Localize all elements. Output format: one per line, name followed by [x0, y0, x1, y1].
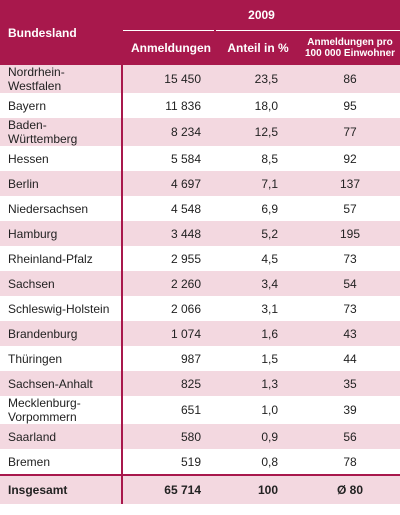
value-cell: 23,5 [215, 65, 300, 93]
value-cell: 987 [180, 351, 201, 366]
value-cell: 6,9 [261, 201, 278, 216]
region-cell: Berlin [0, 171, 123, 196]
value-cell: 5 584 [170, 151, 201, 166]
region-cell: Hessen [0, 146, 123, 171]
value-cell: 2 066 [170, 301, 201, 316]
table-body: Nordrhein-Westfalen 15 450 23,5 86 Bayern 11 … [0, 65, 400, 504]
value-cell: 12,5 [215, 118, 300, 146]
table-row: Brandenburg 1 074 1,6 43 [0, 321, 400, 346]
value-cell: 100 [215, 474, 300, 504]
value-cell: 4,5 [261, 251, 278, 266]
value-cell: 65 714 [122, 474, 215, 504]
table-row: Baden-Württemberg 8 234 12,5 77 [0, 118, 400, 146]
table-row: Saarland 580 0,9 56 [0, 424, 400, 449]
value-cell: 95 [343, 98, 357, 113]
region-cell: Sachsen [0, 271, 123, 296]
region-cell: Bremen [0, 449, 123, 475]
region-cell: Mecklenburg-Vorpommern [0, 396, 123, 424]
value-cell: 137 [300, 171, 400, 196]
region-cell: Bayern [0, 93, 123, 118]
value-cell: 0,8 [261, 454, 278, 469]
region-cell: Baden-Württemberg [0, 118, 123, 146]
header-region: Bundesland [0, 0, 123, 65]
table-row: Berlin 4 697 7,1 137 [0, 171, 400, 196]
region-cell: Brandenburg [0, 321, 123, 346]
value-cell: 8,5 [261, 151, 278, 166]
value-cell: 73 [343, 251, 357, 266]
region-cell: Insgesamt [0, 474, 123, 504]
table-row: Sachsen-Anhalt 825 1,3 35 [0, 371, 400, 396]
region-cell: Niedersachsen [0, 196, 123, 221]
table-row: Schleswig-Holstein 2 066 3,1 73 [0, 296, 400, 321]
value-cell: 3 448 [122, 221, 215, 246]
value-cell: 43 [300, 321, 400, 346]
value-cell: 77 [300, 118, 400, 146]
value-cell: 7,1 [215, 171, 300, 196]
value-cell: 92 [343, 151, 357, 166]
value-cell: 56 [300, 424, 400, 449]
region-cell: Hamburg [0, 221, 123, 246]
table-row: Mecklenburg-Vorpommern 651 1,0 39 [0, 396, 400, 424]
value-cell: 1,5 [261, 351, 278, 366]
header-year: 2009 [122, 0, 400, 31]
table-row: Thüringen 987 1,5 44 [0, 346, 400, 371]
value-cell: 11 836 [165, 98, 201, 113]
data-table: Bundesland 2009 Anmeldungen Anteil in % … [0, 0, 400, 504]
region-cell: Thüringen [0, 346, 123, 371]
region-cell: Sachsen-Anhalt [0, 371, 123, 396]
table-row: Insgesamt 65 714 100 Ø 80 [0, 474, 400, 504]
header-column: Anteil in % [215, 30, 300, 65]
header-column: Anmeldungen pro 100 000 Einwohner [300, 30, 400, 65]
value-cell: 54 [300, 271, 400, 296]
value-cell: 73 [343, 301, 357, 316]
value-cell: 195 [300, 221, 400, 246]
table-row: Bremen 519 0,8 78 [0, 449, 400, 475]
table-row: Hamburg 3 448 5,2 195 [0, 221, 400, 246]
value-cell: 651 [180, 403, 201, 417]
value-cell: 2 955 [170, 251, 201, 266]
value-cell: Ø 80 [300, 474, 400, 504]
value-cell: 1 074 [122, 321, 215, 346]
value-cell: 5,2 [215, 221, 300, 246]
table-row: Niedersachsen 4 548 6,9 57 [0, 196, 400, 221]
table-row: Nordrhein-Westfalen 15 450 23,5 86 [0, 65, 400, 93]
value-cell: 519 [180, 454, 201, 469]
value-cell: 78 [343, 454, 357, 469]
value-cell: 15 450 [122, 65, 215, 93]
value-cell: 18,0 [254, 98, 278, 113]
value-cell: 35 [300, 371, 400, 396]
value-cell: 2 260 [122, 271, 215, 296]
value-cell: 580 [122, 424, 215, 449]
region-cell: Nordrhein-Westfalen [0, 65, 123, 93]
region-cell: Saarland [0, 424, 123, 449]
value-cell: 57 [343, 201, 357, 216]
value-cell: 3,4 [215, 271, 300, 296]
value-cell: 86 [300, 65, 400, 93]
value-cell: 44 [343, 351, 357, 366]
region-cell: Rheinland-Pfalz [0, 246, 123, 271]
value-cell: 3,1 [261, 301, 278, 316]
table-row: Sachsen 2 260 3,4 54 [0, 271, 400, 296]
value-cell: 4 548 [170, 201, 201, 216]
value-cell: 4 697 [122, 171, 215, 196]
table-row: Bayern 11 836 18,0 95 [0, 93, 400, 118]
value-cell: 1,3 [215, 371, 300, 396]
header-column: Anmeldungen [122, 30, 216, 65]
value-cell: 1,0 [261, 403, 278, 417]
value-cell: 1,6 [215, 321, 300, 346]
value-cell: 0,9 [215, 424, 300, 449]
value-cell: 825 [122, 371, 215, 396]
table-row: Hessen 5 584 8,5 92 [0, 146, 400, 171]
table-row: Rheinland-Pfalz 2 955 4,5 73 [0, 246, 400, 271]
value-cell: 39 [343, 403, 357, 417]
value-cell: 8 234 [122, 118, 215, 146]
region-cell: Schleswig-Holstein [0, 296, 123, 321]
